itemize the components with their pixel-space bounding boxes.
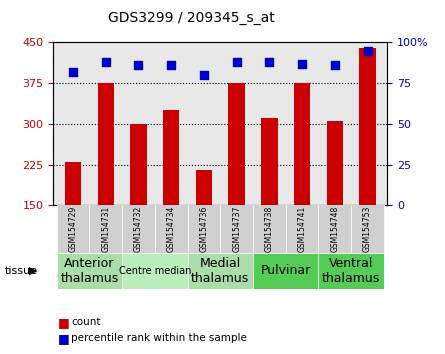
FancyBboxPatch shape <box>253 253 319 289</box>
Point <box>200 72 207 78</box>
Bar <box>261 119 278 287</box>
Text: Centre median: Centre median <box>119 266 191 276</box>
FancyBboxPatch shape <box>351 205 384 253</box>
Text: Ventral
thalamus: Ventral thalamus <box>322 257 380 285</box>
Text: Anterior
thalamus: Anterior thalamus <box>60 257 118 285</box>
Text: GDS3299 / 209345_s_at: GDS3299 / 209345_s_at <box>108 11 275 25</box>
Text: count: count <box>71 317 101 327</box>
FancyBboxPatch shape <box>319 205 351 253</box>
Bar <box>294 83 310 287</box>
Text: ■: ■ <box>58 316 69 329</box>
FancyBboxPatch shape <box>319 253 384 289</box>
Text: GSM154731: GSM154731 <box>101 206 110 252</box>
Bar <box>327 121 343 287</box>
Bar <box>97 83 114 287</box>
FancyBboxPatch shape <box>187 205 220 253</box>
Point <box>135 62 142 68</box>
Point <box>299 61 306 67</box>
FancyBboxPatch shape <box>253 205 286 253</box>
Bar <box>360 48 376 287</box>
Text: tissue: tissue <box>4 266 37 276</box>
Point <box>168 62 175 68</box>
Text: GSM154753: GSM154753 <box>363 206 372 252</box>
Text: GSM154737: GSM154737 <box>232 206 241 252</box>
Text: GSM154734: GSM154734 <box>167 206 176 252</box>
Text: GSM154741: GSM154741 <box>298 206 307 252</box>
Text: ■: ■ <box>58 332 69 344</box>
Bar <box>130 124 147 287</box>
Text: GSM154748: GSM154748 <box>330 206 339 252</box>
Point <box>331 62 338 68</box>
Bar <box>196 170 212 287</box>
FancyBboxPatch shape <box>155 205 187 253</box>
Text: GSM154738: GSM154738 <box>265 206 274 252</box>
Bar <box>228 83 245 287</box>
FancyBboxPatch shape <box>122 253 187 289</box>
FancyBboxPatch shape <box>89 205 122 253</box>
Point <box>266 59 273 65</box>
FancyBboxPatch shape <box>220 205 253 253</box>
Text: Pulvinar: Pulvinar <box>261 264 311 277</box>
FancyBboxPatch shape <box>57 205 89 253</box>
Point <box>364 48 371 53</box>
Text: GSM154732: GSM154732 <box>134 206 143 252</box>
Point <box>102 59 109 65</box>
FancyBboxPatch shape <box>57 253 122 289</box>
Text: GSM154736: GSM154736 <box>199 206 208 252</box>
Bar <box>65 162 81 287</box>
FancyBboxPatch shape <box>286 205 319 253</box>
FancyBboxPatch shape <box>122 205 155 253</box>
Point <box>233 59 240 65</box>
Point <box>69 69 77 75</box>
Text: ▶: ▶ <box>29 266 37 276</box>
FancyBboxPatch shape <box>187 253 253 289</box>
Bar <box>163 110 179 287</box>
Text: Medial
thalamus: Medial thalamus <box>191 257 249 285</box>
Text: percentile rank within the sample: percentile rank within the sample <box>71 333 247 343</box>
Text: GSM154729: GSM154729 <box>69 206 77 252</box>
